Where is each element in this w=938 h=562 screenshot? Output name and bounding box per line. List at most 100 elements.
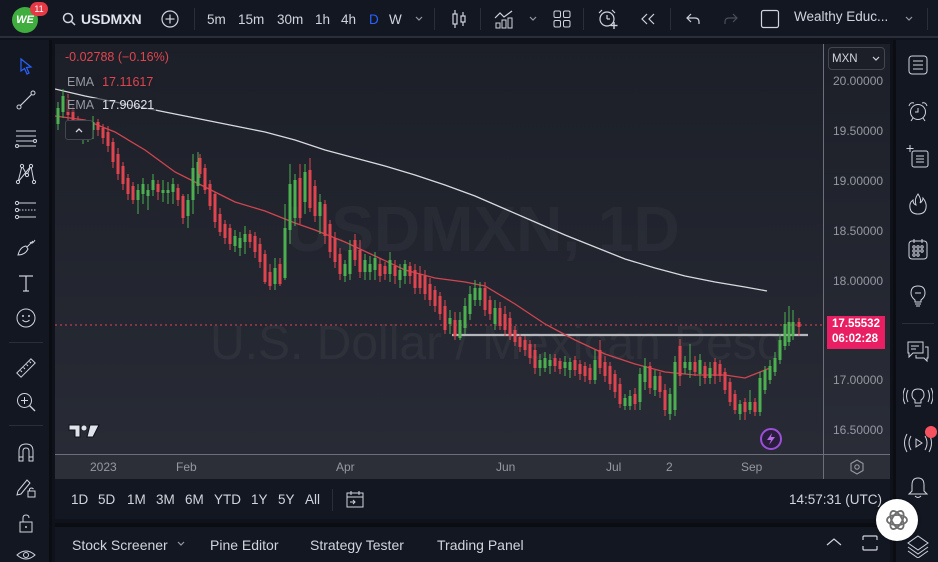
replay-button[interactable]	[637, 8, 659, 30]
tab-strategy-tester[interactable]: Strategy Tester	[310, 537, 404, 553]
candlestick-plot	[55, 88, 823, 420]
chart-type-button[interactable]	[448, 8, 470, 30]
time-label: Sep	[741, 460, 763, 474]
lock-all-tool[interactable]	[12, 509, 40, 537]
price-axis[interactable]: MXN 20.00000 19.50000 19.00000 18.50000 …	[823, 44, 890, 454]
currency-select[interactable]: MXN	[828, 47, 885, 70]
screener-dropdown[interactable]	[176, 541, 186, 547]
tab-stock-screener[interactable]: Stock Screener	[72, 537, 168, 553]
range-1d[interactable]: 1D	[71, 492, 89, 507]
layers-button[interactable]	[904, 532, 932, 560]
pattern-tool[interactable]	[12, 160, 40, 188]
zoom-in-tool[interactable]	[12, 388, 40, 416]
range-6m[interactable]: 6M	[185, 492, 204, 507]
quick-action-button[interactable]	[760, 428, 782, 450]
magnet-tool[interactable]	[12, 438, 40, 466]
interval-30m[interactable]: 30m	[277, 11, 304, 27]
hotlists-button[interactable]	[904, 190, 932, 218]
date-range-bar: 1D 5D 1M 3M 6M YTD 1Y 5Y All 14:57:31 (U…	[55, 479, 890, 519]
interval-4h[interactable]: 4h	[341, 11, 357, 27]
price-chart[interactable]: USDMXN, 1D U.S. Dollar / Mexican Peso	[55, 44, 823, 454]
price-label: 20.00000	[833, 74, 884, 88]
pencil-lock-icon	[15, 476, 37, 498]
layout-grid-button[interactable]	[551, 8, 573, 30]
broadcast-play-icon	[903, 431, 933, 455]
create-alert-button[interactable]	[597, 8, 619, 30]
undo-button[interactable]	[682, 8, 704, 30]
legend-ema-slow[interactable]: EMA 17.90621	[65, 98, 157, 112]
interval-d[interactable]: D	[369, 11, 379, 27]
calendar-arrow-icon	[345, 489, 365, 509]
legend-ema-fast[interactable]: EMA 17.11617	[65, 75, 156, 89]
interval-dropdown[interactable]	[408, 8, 430, 30]
redo-button[interactable]	[720, 8, 742, 30]
price-label: 19.00000	[833, 174, 884, 188]
notifications-button[interactable]	[904, 474, 932, 502]
compare-symbol-button[interactable]	[159, 8, 181, 30]
right-sidebar	[893, 40, 938, 562]
zoom-in-icon	[15, 391, 37, 413]
interval-w[interactable]: W	[389, 11, 402, 27]
interval-5m[interactable]: 5m	[207, 11, 226, 27]
indicators-icon	[493, 9, 515, 29]
forecasting-tool[interactable]	[12, 196, 40, 224]
lightning-icon	[766, 433, 776, 445]
range-all[interactable]: All	[305, 492, 321, 507]
time-axis[interactable]: 2023 Feb Apr Jun Jul 2 Sep	[55, 454, 823, 479]
price-label: 17.00000	[833, 373, 884, 387]
time-label: 2023	[90, 460, 117, 474]
range-5y[interactable]: 5Y	[278, 492, 295, 507]
lock-drawings-tool[interactable]	[12, 473, 40, 501]
emoji-tool[interactable]	[12, 304, 40, 332]
layout-dropdown[interactable]	[898, 8, 920, 30]
measure-tool[interactable]	[12, 354, 40, 382]
interval-1h[interactable]: 1h	[315, 11, 331, 27]
ideas-button[interactable]	[904, 282, 932, 310]
description-watermark: U.S. Dollar / Mexican Peso	[210, 316, 784, 371]
maximize-panel-button[interactable]	[861, 534, 879, 552]
tab-pine-editor[interactable]: Pine Editor	[210, 537, 279, 553]
time-label: Jul	[606, 460, 622, 474]
horizontal-lines-tool[interactable]	[12, 124, 40, 152]
watchlist-icon	[907, 54, 929, 76]
brush-tool[interactable]	[12, 233, 40, 261]
chart-settings-button[interactable]	[823, 454, 890, 479]
calendar-button[interactable]	[904, 235, 932, 263]
divider	[927, 8, 928, 30]
go-to-date-button[interactable]	[345, 489, 365, 509]
indicators-dropdown[interactable]	[522, 8, 544, 30]
bottom-panel-tabs: Stock Screener Pine Editor Strategy Test…	[55, 523, 890, 562]
divider	[670, 8, 671, 30]
layout-name-button[interactable]: Wealthy Educ...	[794, 9, 889, 24]
text-tool[interactable]	[12, 269, 40, 297]
tradingview-logo[interactable]	[68, 423, 100, 439]
layout-checkbox[interactable]	[759, 8, 781, 30]
calendar-grid-icon	[907, 237, 929, 261]
legend-collapse-button[interactable]	[65, 120, 93, 140]
rewind-icon	[639, 12, 657, 26]
chevron-down-icon	[176, 541, 186, 547]
live-streams-button[interactable]	[904, 429, 932, 457]
watchlist-button[interactable]	[904, 51, 932, 79]
object-tree-button[interactable]	[904, 142, 932, 170]
range-3m[interactable]: 3M	[156, 492, 175, 507]
expand-panel-button[interactable]	[825, 537, 843, 547]
cursor-tool[interactable]	[12, 52, 40, 80]
streams-button[interactable]	[903, 384, 933, 412]
range-5d[interactable]: 5D	[98, 492, 116, 507]
indicators-button[interactable]	[493, 8, 515, 30]
range-1y[interactable]: 1Y	[251, 492, 268, 507]
symbol-search-button[interactable]: USDMXN	[62, 9, 142, 29]
trend-line-tool[interactable]	[12, 86, 40, 114]
hide-drawings-tool[interactable]	[12, 541, 40, 562]
ai-assistant-button[interactable]	[876, 499, 918, 541]
timezone-clock[interactable]: 14:57:31 (UTC)	[789, 492, 883, 507]
chats-button[interactable]	[904, 337, 932, 365]
alerts-button[interactable]	[904, 97, 932, 125]
drawing-toolbar	[0, 40, 52, 562]
tab-trading-panel[interactable]: Trading Panel	[437, 537, 524, 553]
interval-15m[interactable]: 15m	[238, 11, 265, 27]
range-ytd[interactable]: YTD	[214, 492, 241, 507]
range-1m[interactable]: 1M	[127, 492, 146, 507]
